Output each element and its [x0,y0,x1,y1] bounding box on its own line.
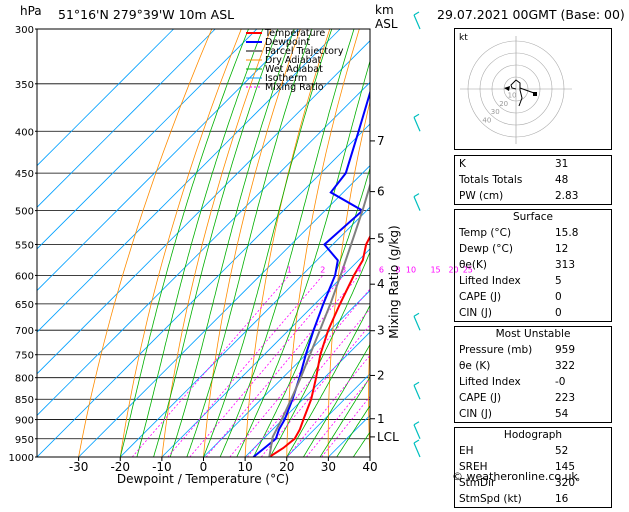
dry-adiabat [120,29,241,457]
mixing-ratio-label: 10 [406,265,416,274]
height-tick-label: 6 [377,185,385,199]
mu-row: Lifted Index-0 [455,374,611,390]
pressure-tick-label: 700 [15,326,34,337]
pressure-tick-label: 550 [15,240,34,251]
wind-barb [414,197,420,211]
x-axis-label: Dewpoint / Temperature (°C) [117,472,289,486]
height-tick-label: 1 [377,412,385,426]
wet-adiabat [154,29,278,457]
mu-row: Pressure (mb)959 [455,342,611,358]
wind-barb [414,316,420,330]
isotherm [79,29,507,457]
height-tick-label: 7 [377,134,385,148]
pressure-tick-label: 850 [15,395,34,406]
hodograph-ring-label: 40 [482,117,491,125]
isotherm [0,29,299,457]
hodograph-ring-label: 10 [508,91,517,99]
wind-barb-flag [414,422,419,425]
dry-adiabat [619,29,629,457]
pressure-tick-label: 650 [15,300,34,311]
isotherm [0,29,382,457]
wind-barb [414,15,420,29]
wind-barb-flag [414,440,419,443]
mixing-ratio-axis-label: Mixing Ratio (g/kg) [387,225,401,338]
height-tick-label: 2 [377,368,385,382]
mu-row: CIN (J)54 [455,406,611,422]
pressure-tick-label: 950 [15,435,34,446]
dry-adiabat [204,29,301,457]
wind-barb-flag [414,382,419,385]
surface-row: θe(K)313 [455,257,611,273]
surface-row: CAPE (J)0 [455,289,611,305]
pressure-tick-label: 450 [15,169,34,180]
mu-row: θe (K)322 [455,358,611,374]
height-tick-label: 3 [377,324,385,338]
credit-text: © weatheronline.co.uk [452,470,578,483]
surface-indices: Surface Temp (°C)15.8 Dewp (°C)12 θe(K)3… [454,209,612,322]
height-tick-label: 5 [377,232,385,246]
pressure-tick-label: 1000 [9,453,34,464]
isotherm [0,29,257,457]
wind-barb [414,117,420,131]
wind-barb [414,425,420,439]
pressure-tick-label: 800 [15,374,34,385]
wind-barb-flag [414,12,419,15]
most-unstable-indices: Most Unstable Pressure (mb)959 θe (K)322… [454,326,612,423]
isotherm [0,29,340,457]
wet-adiabat [253,29,408,457]
pressure-tick-label: 750 [15,351,34,362]
surface-row: Dewp (°C)12 [455,241,611,257]
dry-adiabat [408,29,448,457]
hodograph-ring-label: 30 [491,108,500,116]
wet-adiabat [137,29,263,457]
pressure-tick-label: 900 [15,416,34,427]
surface-title: Surface [455,210,611,225]
hodograph-unit: kt [459,33,468,43]
pressure-axis: 300 350 400 450 500 550 600 650 700 750 800 850 900 9… [9,25,37,464]
hodograph-title: Hodograph [455,428,611,443]
surface-row: Temp (°C)15.8 [455,225,611,241]
pressure-tick-label: 500 [15,207,34,218]
index-row-pw: PW (cm)2.83 [455,188,611,204]
pressure-tick-label: 400 [15,127,34,138]
mixing-ratio-label: 15 [430,265,440,274]
height-tick-label: LCL [377,430,399,444]
mixing-ratio-label: 1 [287,265,292,274]
wind-barb-flag [414,194,419,197]
wind-barb [414,385,420,399]
temperature-tick-label: 30 [321,460,336,474]
temperature-tick-label: 40 [362,460,377,474]
surface-row: CIN (J)0 [455,305,611,321]
mixing-ratio-label: 3 [341,265,346,274]
pressure-tick-label: 350 [15,80,34,91]
mixing-ratio-label: 4 [356,265,361,274]
mixing-ratio-line [287,275,435,457]
wind-barb-flag [414,114,419,117]
hodo-row: StmSpd (kt)16 [455,491,611,507]
hodograph-ring-label: 20 [499,100,508,108]
legend-entry: Mixing Ratio [265,82,324,93]
wind-barb-flag [414,313,419,316]
mixing-ratio-label: 6 [379,265,384,274]
pressure-tick-label: 300 [15,25,34,36]
mixing-ratio-line [247,275,398,457]
wind-barbs [414,12,420,457]
mixing-ratio-label: 2 [320,265,325,274]
wind-barb [414,443,420,457]
pressure-tick-label: 600 [15,271,34,282]
series-dewpoint [253,29,394,457]
mu-row: CAPE (J)223 [455,390,611,406]
temperature-tick-label: -30 [69,460,89,474]
height-tick-label: 4 [377,277,385,291]
most-unstable-title: Most Unstable [455,327,611,342]
